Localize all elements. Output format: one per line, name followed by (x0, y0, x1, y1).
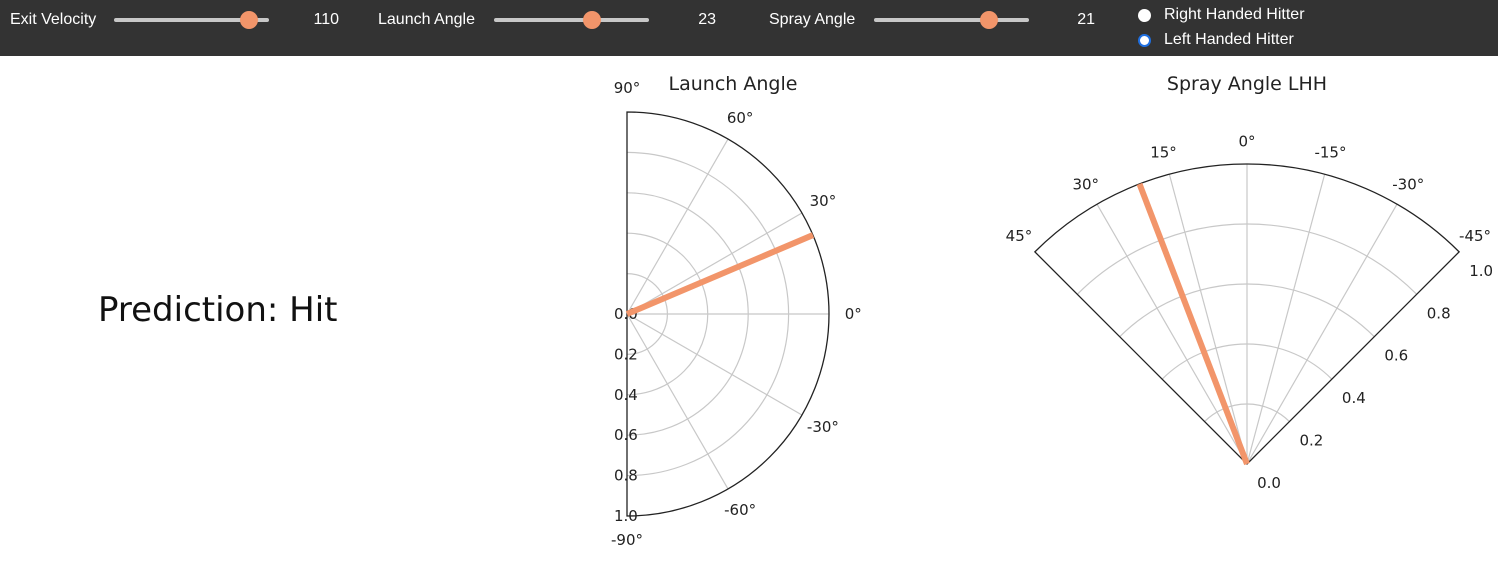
spray-angle-slider[interactable] (874, 11, 1029, 29)
chart-title: Launch Angle (669, 73, 798, 95)
theta-tick-label: 0° (845, 305, 862, 323)
polar-frame (626, 111, 830, 517)
angular-gridline (1096, 203, 1248, 465)
r-tick-label: 1.0 (614, 507, 638, 525)
prediction-text: Prediction: Hit (98, 290, 338, 330)
theta-tick-label: -30° (807, 418, 839, 436)
spray-angle-track[interactable] (874, 18, 1029, 22)
spray-angle-value: 21 (1077, 11, 1095, 28)
r-tick-label: 1.0 (1469, 262, 1493, 280)
r-tick-label: 0.8 (614, 467, 638, 485)
theta-tick-label: 45° (1006, 227, 1033, 245)
exit-velocity-thumb[interactable] (239, 11, 258, 29)
r-tick-label: 0.6 (1384, 347, 1408, 365)
theta-tick-label: -60° (724, 501, 756, 519)
angular-gridline (1246, 203, 1398, 465)
theta-tick-label: -45° (1459, 227, 1491, 245)
spray-angle-label: Spray Angle (769, 11, 856, 28)
angular-gridline (1246, 174, 1326, 465)
theta-tick-label: 60° (727, 109, 754, 127)
left-handed-radio[interactable] (1138, 33, 1151, 47)
launch-angle-slider[interactable] (494, 11, 649, 29)
theta-tick-label: 30° (1072, 176, 1099, 194)
angular-gridline (626, 313, 729, 490)
angular-gridline (1168, 174, 1248, 465)
theta-tick-label: -30° (1392, 176, 1424, 194)
theta-tick-label: -15° (1314, 143, 1346, 161)
spray-angle-thumb[interactable] (979, 11, 998, 29)
controls-toolbar: Exit Velocity 110 Launch Angle 23 Spray … (0, 0, 1498, 56)
launch-angle-value: 23 (698, 11, 716, 28)
r-tick-label: 0.4 (1342, 389, 1366, 407)
launch-angle-track[interactable] (494, 18, 649, 22)
left-handed-label[interactable]: Left Handed Hitter (1164, 31, 1294, 48)
theta-tick-label: 0° (1238, 133, 1255, 151)
launch-direction-line (625, 232, 815, 317)
chart-title: Spray Angle LHH (1167, 73, 1327, 95)
launch-direction-line (1136, 182, 1250, 466)
angular-gridline (626, 138, 729, 315)
r-tick-label: 0.4 (614, 386, 638, 404)
launch-angle-label: Launch Angle (378, 11, 475, 28)
launch-angle-thumb[interactable] (582, 11, 601, 29)
polar-frame (1033, 163, 1461, 465)
r-tick-label: 0.6 (614, 426, 638, 444)
exit-velocity-track[interactable] (114, 18, 269, 22)
r-tick-label: 0.2 (1299, 432, 1323, 450)
r-tick-label: 0.8 (1427, 304, 1451, 322)
theta-tick-label: 15° (1150, 143, 1177, 161)
theta-tick-label: 90° (614, 79, 641, 97)
r-tick-label: 0.0 (1257, 474, 1281, 492)
theta-tick-label: -90° (611, 531, 643, 549)
left-handed-hitter-option[interactable]: Left Handed Hitter (1138, 29, 1294, 51)
angular-gridline (626, 212, 803, 315)
r-tick-label: 0.2 (614, 345, 638, 363)
right-handed-radio[interactable] (1138, 8, 1151, 22)
exit-velocity-slider[interactable] (114, 11, 269, 29)
exit-velocity-value: 110 (313, 11, 339, 28)
exit-velocity-label: Exit Velocity (10, 11, 97, 28)
right-handed-hitter-option[interactable]: Right Handed Hitter (1138, 4, 1305, 26)
angular-gridline (626, 313, 803, 416)
right-handed-label[interactable]: Right Handed Hitter (1164, 6, 1305, 23)
theta-tick-label: 30° (810, 192, 837, 210)
